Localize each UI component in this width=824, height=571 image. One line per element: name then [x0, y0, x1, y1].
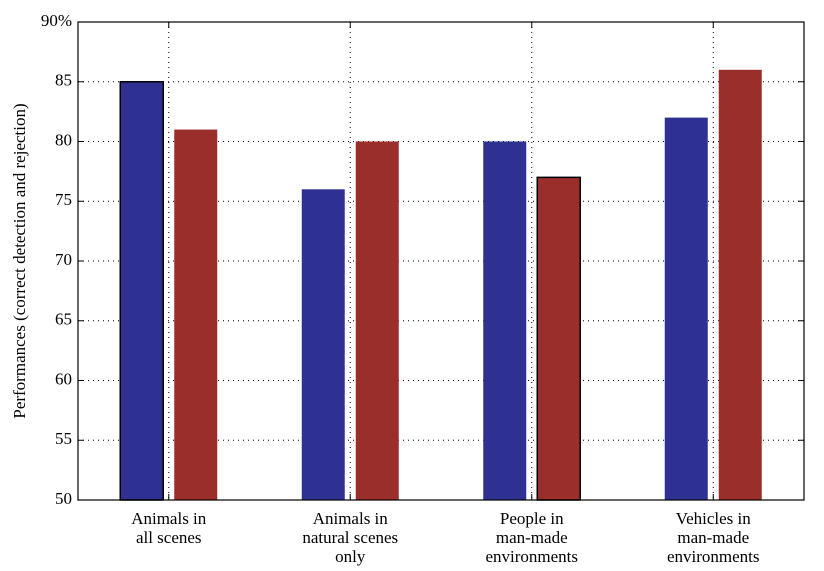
x-category-label-line: People in	[500, 509, 564, 528]
bar-series-2-3	[536, 176, 581, 501]
y-tick-label: 65	[55, 310, 72, 329]
x-category-label-line: natural scenes	[302, 528, 398, 547]
x-category-label-line: environments	[485, 547, 578, 566]
bar-series-2-1	[174, 129, 218, 501]
bar-series-1-2	[301, 189, 345, 501]
x-category-label: Vehicles in man-made environments	[667, 509, 760, 566]
bars	[119, 69, 762, 501]
bar-series-1-4	[664, 117, 708, 500]
x-category-label: Animals in all scenes	[131, 509, 207, 547]
y-tick-label: 70	[55, 250, 72, 269]
x-category-label: People in man-made environments	[485, 509, 578, 566]
x-category-label-line: environments	[667, 547, 760, 566]
bar-series-2-4	[718, 69, 762, 501]
y-tick-label: 85	[55, 71, 72, 90]
x-category-label-line: man-made	[677, 528, 749, 547]
y-tick-label: 90%	[41, 11, 72, 30]
y-tick-label: 60	[55, 369, 72, 388]
x-category-label: Animals in natural scenes only	[302, 509, 398, 566]
bar-series-2-2	[355, 141, 399, 500]
x-category-label-line: Animals in	[313, 509, 389, 528]
x-category-label-line: Vehicles in	[676, 509, 752, 528]
x-category-label-line: all scenes	[136, 528, 202, 547]
bar-series-1-3	[483, 141, 527, 500]
bar-series-1-1	[119, 81, 164, 501]
x-category-label-line: Animals in	[131, 509, 207, 528]
y-axis-ticks: 50 55 60 65 70 75 80 85 90%	[41, 11, 804, 508]
y-tick-label: 50	[55, 489, 72, 508]
y-tick-label: 55	[55, 429, 72, 448]
x-category-label-line: only	[335, 547, 366, 566]
y-tick-label: 75	[55, 190, 72, 209]
y-axis-title: Performances (correct detection and reje…	[10, 103, 29, 418]
x-category-label-line: man-made	[496, 528, 568, 547]
y-tick-label: 80	[55, 130, 72, 149]
